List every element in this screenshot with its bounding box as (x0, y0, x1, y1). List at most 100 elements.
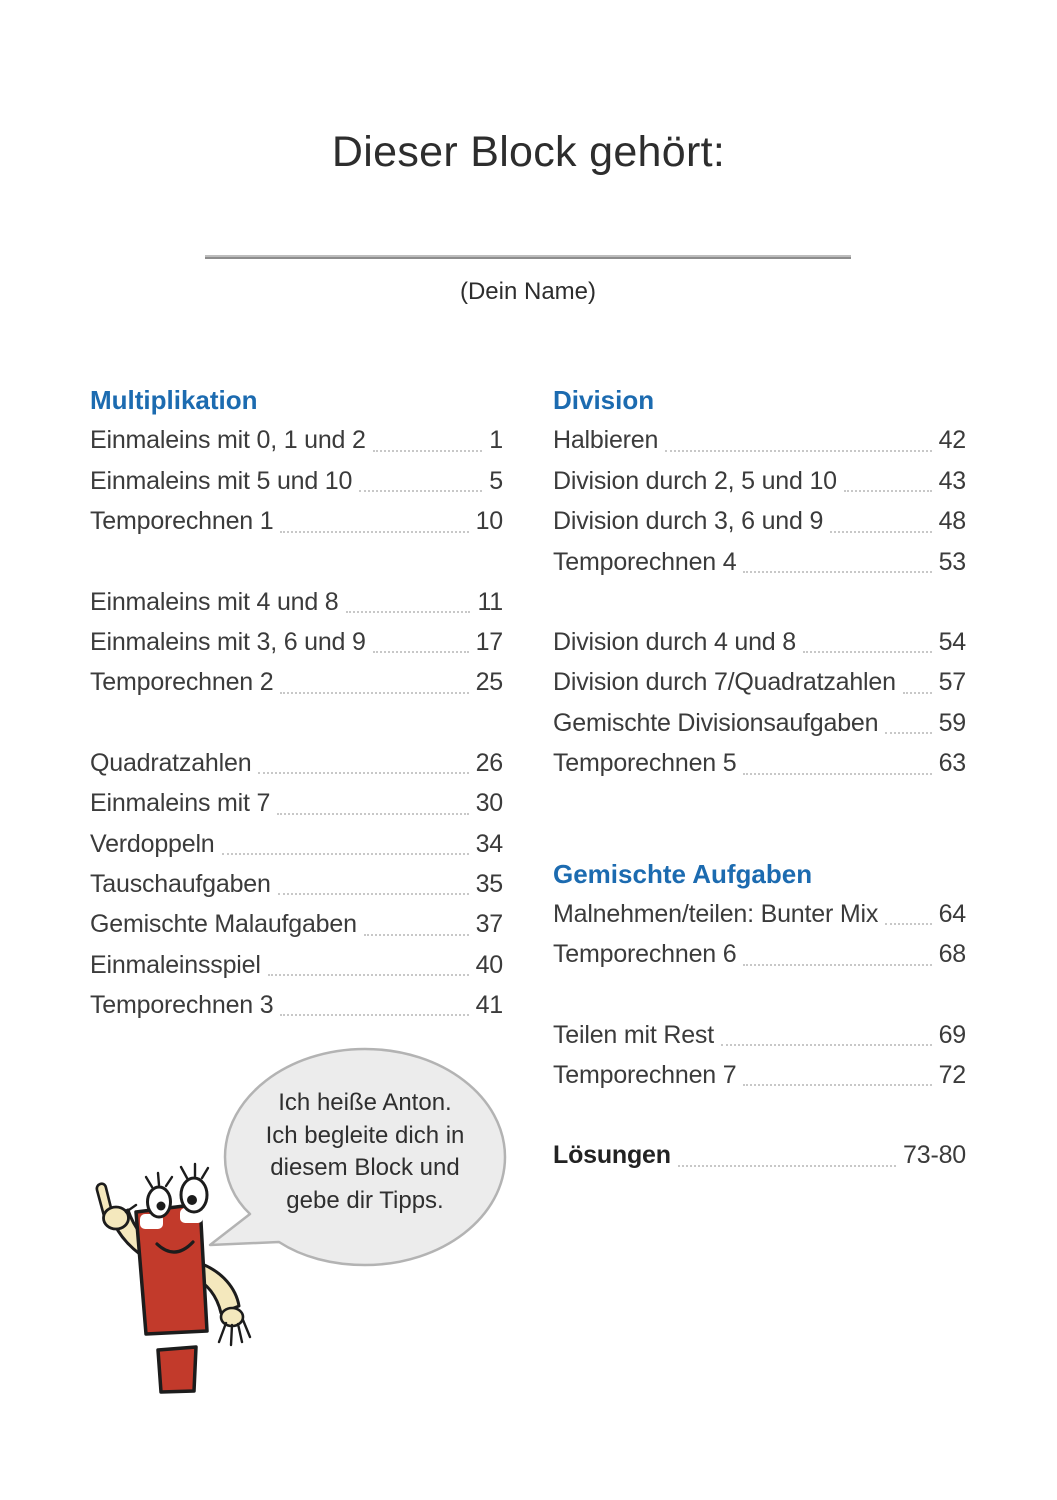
toc-leader-dots (743, 1084, 932, 1087)
toc-page-number: 41 (475, 991, 504, 1020)
toc-group: Lösungen 73-80 (553, 1135, 966, 1175)
toc-leader-dots (743, 570, 932, 573)
toc-item: Malnehmen/teilen: Bunter Mix 64 (553, 894, 966, 934)
toc-item: Einmaleinsspiel 40 (90, 945, 503, 985)
anton-body (134, 1202, 209, 1336)
toc-leader-dots (665, 449, 932, 452)
anton-mascot-illustration (95, 1047, 507, 1394)
toc-item-label: Einmaleinsspiel (90, 950, 261, 979)
toc-group: Einmaleins mit 4 und 8 11 Einmaleins mit 3… (90, 582, 503, 703)
toc-section: Multiplikation Einmaleins mit 0, 1 und 2 1… (90, 380, 503, 1025)
toc-page-number: 43 (938, 466, 967, 495)
toc-item-label: Quadratzahlen (90, 748, 252, 777)
toc-group: Malnehmen/teilen: Bunter Mix 64 Temporechn… (553, 894, 966, 975)
toc-page-number: 54 (938, 627, 967, 656)
toc-page-number: 37 (475, 910, 504, 939)
toc-item: Division durch 3, 6 und 9 48 (553, 501, 966, 541)
toc-item-label: Einmaleins mit 7 (90, 789, 271, 818)
toc: Multiplikation Einmaleins mit 0, 1 und 2 1… (90, 380, 966, 1176)
toc-item: Gemischte Malaufgaben 37 (90, 904, 503, 944)
toc-section: Division Halbieren 42 Division durch 2, 5 u… (553, 380, 966, 784)
speech-bubble-text: Ich heiße Anton. Ich begleite dich in di… (265, 1089, 465, 1214)
toc-item-label: Einmaleins mit 5 und 10 (90, 466, 353, 495)
toc-item: Verdoppeln 34 (90, 824, 503, 864)
toc-item: Division durch 7/Quadratzahlen 57 (553, 662, 966, 702)
toc-section: Lösungen 73-80 (553, 1135, 966, 1175)
toc-leader-dots (280, 530, 469, 533)
toc-column-right: Division Halbieren 42 Division durch 2, 5 u… (553, 380, 966, 1176)
toc-leader-dots (277, 812, 469, 815)
toc-leader-dots (885, 732, 932, 735)
name-entry-line (205, 255, 851, 259)
toc-leader-dots (258, 772, 469, 775)
toc-item: Lösungen 73-80 (553, 1135, 966, 1175)
toc-leader-dots (363, 933, 469, 936)
toc-leader-dots (372, 449, 483, 452)
toc-leader-dots (280, 691, 469, 694)
toc-page-number: 63 (938, 749, 967, 778)
toc-section-heading: Multiplikation (90, 385, 258, 415)
toc-page-number: 48 (938, 507, 967, 536)
toc-leader-dots (885, 923, 932, 926)
toc-item: Gemischte Divisionsaufgaben 59 (553, 703, 966, 743)
toc-section: Gemischte Aufgaben Malnehmen/teilen: Bunt… (553, 854, 966, 1096)
toc-page-number: 34 (475, 829, 504, 858)
anton-left-hand (102, 1205, 130, 1231)
toc-page-number: 53 (938, 547, 967, 576)
toc-page-number: 26 (475, 748, 504, 777)
toc-group: Einmaleins mit 0, 1 und 2 1 Einmaleins mit… (90, 420, 503, 541)
toc-item-label: Temporechnen 4 (553, 547, 737, 576)
toc-section-heading: Gemischte Aufgaben (553, 858, 813, 889)
toc-item-label: Einmaleins mit 4 und 8 (90, 587, 339, 616)
toc-leader-dots (277, 893, 469, 896)
toc-leader-dots (280, 1014, 469, 1017)
toc-leader-dots (372, 651, 469, 654)
toc-leader-dots (345, 610, 471, 613)
toc-leader-dots (359, 490, 483, 493)
page-title: Dieser Block gehört: (331, 128, 726, 176)
toc-item: Temporechnen 3 41 (90, 985, 503, 1025)
toc-item-label: Tauschaufgaben (90, 869, 271, 898)
toc-page-number: 10 (475, 507, 504, 536)
toc-item-label: Halbieren (553, 426, 659, 455)
toc-item-label: Lösungen (553, 1141, 671, 1170)
toc-leader-dots (843, 490, 932, 493)
toc-leader-dots (720, 1044, 932, 1047)
toc-item: Teilen mit Rest 69 (553, 1015, 966, 1055)
toc-leader-dots (830, 530, 932, 533)
toc-item: Einmaleins mit 5 und 10 5 (90, 461, 503, 501)
toc-item-label: Division durch 4 und 8 (553, 627, 796, 656)
anton-right-eye (179, 1176, 209, 1214)
toc-leader-dots (221, 852, 469, 855)
toc-page-number: 11 (477, 587, 503, 616)
toc-item-label: Temporechnen 7 (553, 1061, 737, 1090)
toc-item: Quadratzahlen 26 (90, 743, 503, 783)
toc-item-label: Temporechnen 6 (553, 940, 737, 969)
toc-group: Division durch 4 und 8 54 Division durch 7… (553, 622, 966, 784)
toc-item-label: Einmaleins mit 3, 6 und 9 (90, 627, 366, 656)
toc-item: Temporechnen 2 25 (90, 662, 503, 702)
toc-page-number: 57 (938, 668, 967, 697)
toc-item: Temporechnen 1 10 (90, 501, 503, 541)
toc-page-number: 68 (938, 940, 967, 969)
toc-page-number: 25 (475, 668, 504, 697)
anton-right-hand (219, 1306, 245, 1328)
toc-page-number: 40 (475, 950, 504, 979)
toc-page-number: 69 (938, 1020, 967, 1049)
anton-eyelashes (144, 1162, 210, 1189)
toc-item: Temporechnen 7 72 (553, 1055, 966, 1095)
toc-leader-dots (902, 691, 932, 694)
toc-item: Einmaleins mit 4 und 8 11 (90, 582, 503, 622)
toc-page-number: 59 (938, 708, 967, 737)
anton-smile (155, 1240, 195, 1254)
toc-item-label: Division durch 7/Quadratzahlen (553, 668, 896, 697)
toc-item: Temporechnen 4 53 (553, 542, 966, 582)
toc-item: Halbieren 42 (553, 420, 966, 460)
toc-page-number: 42 (938, 426, 967, 455)
toc-item-label: Division durch 2, 5 und 10 (553, 466, 837, 495)
toc-leader-dots (267, 974, 469, 977)
toc-page-number: 35 (475, 869, 504, 898)
toc-page-number: 72 (938, 1061, 967, 1090)
toc-item-label: Temporechnen 3 (90, 991, 274, 1020)
toc-item-label: Gemischte Divisionsaufgaben (553, 708, 879, 737)
